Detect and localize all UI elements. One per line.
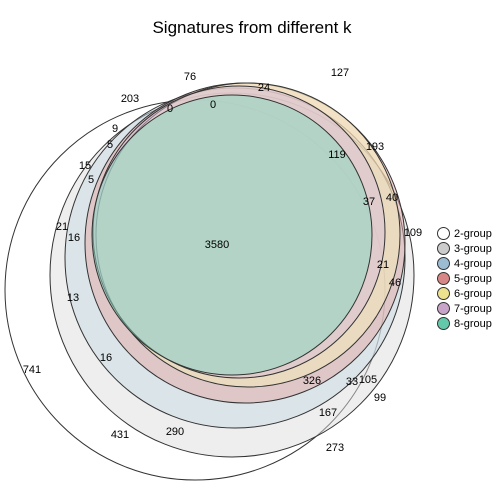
legend-item: 2-group bbox=[437, 226, 492, 241]
region-count: 193 bbox=[366, 141, 384, 153]
region-count: 119 bbox=[328, 149, 346, 161]
legend-item: 3-group bbox=[437, 241, 492, 256]
circle-8-group bbox=[92, 95, 372, 375]
region-count: 273 bbox=[326, 442, 344, 454]
legend-label: 6-group bbox=[454, 288, 492, 300]
region-count: 15 bbox=[79, 160, 91, 172]
region-count: 167 bbox=[319, 407, 337, 419]
legend-swatch bbox=[437, 242, 450, 255]
legend-item: 8-group bbox=[437, 316, 492, 331]
legend-swatch bbox=[437, 317, 450, 330]
region-count: 16 bbox=[100, 352, 112, 364]
region-count: 3580 bbox=[205, 239, 229, 251]
region-count: 741 bbox=[23, 364, 41, 376]
legend-swatch bbox=[437, 227, 450, 240]
legend-label: 3-group bbox=[454, 243, 492, 255]
region-count: 203 bbox=[121, 93, 139, 105]
legend-item: 7-group bbox=[437, 301, 492, 316]
region-count: 290 bbox=[166, 426, 184, 438]
legend-label: 7-group bbox=[454, 303, 492, 315]
legend-label: 8-group bbox=[454, 318, 492, 330]
chart-container: Signatures from different k 358074143129… bbox=[0, 0, 504, 504]
region-count: 105 bbox=[359, 374, 377, 386]
legend-label: 4-group bbox=[454, 258, 492, 270]
region-count: 16 bbox=[68, 232, 80, 244]
legend: 2-group 3-group 4-group 5-group 6-group 7-gro… bbox=[437, 226, 492, 331]
region-count: 109 bbox=[404, 227, 422, 239]
region-count: 99 bbox=[374, 392, 386, 404]
legend-swatch bbox=[437, 287, 450, 300]
region-count: 13 bbox=[67, 292, 79, 304]
region-count: 9 bbox=[112, 123, 118, 135]
region-count: 326 bbox=[303, 375, 321, 387]
region-count: 0 bbox=[210, 99, 216, 111]
legend-item: 5-group bbox=[437, 271, 492, 286]
region-count: 24 bbox=[258, 82, 270, 94]
region-count: 33 bbox=[346, 376, 358, 388]
legend-swatch bbox=[437, 302, 450, 315]
legend-label: 5-group bbox=[454, 273, 492, 285]
region-count: 0 bbox=[167, 103, 173, 115]
legend-item: 4-group bbox=[437, 256, 492, 271]
legend-swatch bbox=[437, 257, 450, 270]
region-count: 21 bbox=[377, 259, 389, 271]
region-count: 127 bbox=[331, 67, 349, 79]
legend-item: 6-group bbox=[437, 286, 492, 301]
legend-swatch bbox=[437, 272, 450, 285]
legend-label: 2-group bbox=[454, 228, 492, 240]
region-count: 76 bbox=[184, 71, 196, 83]
region-count: 5 bbox=[88, 174, 94, 186]
region-count: 37 bbox=[363, 196, 375, 208]
region-count: 46 bbox=[389, 277, 401, 289]
region-count: 21 bbox=[56, 221, 68, 233]
region-count: 431 bbox=[111, 429, 129, 441]
region-count: 40 bbox=[386, 192, 398, 204]
region-count: 5 bbox=[107, 139, 113, 151]
venn-diagram: 3580741431290273167326105339946211094037… bbox=[0, 0, 504, 504]
